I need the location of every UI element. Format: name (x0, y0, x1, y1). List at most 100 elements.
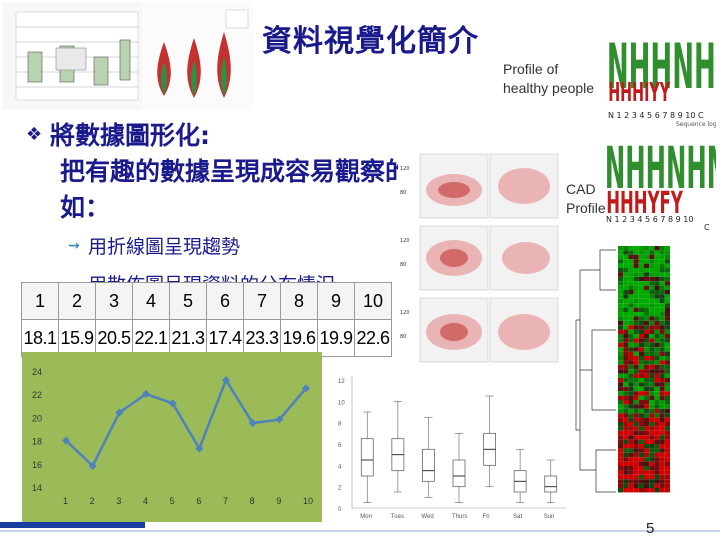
svg-text:HHHIYY: HHHIYY (608, 77, 670, 107)
x-tick-label: 9 (276, 496, 281, 506)
svg-text:120: 120 (400, 310, 410, 316)
table-cell: 19.9 (317, 319, 355, 357)
x-tick-label: 6 (196, 496, 201, 506)
y-tick-label: 12 (338, 379, 345, 385)
cad-caption: CAD Profile (566, 180, 606, 218)
y-tick-label: 22 (32, 390, 42, 400)
box (544, 459, 558, 504)
data-point (62, 436, 70, 445)
x-tick-label: 1 (63, 496, 68, 506)
table-cell: 18.1 (21, 319, 59, 357)
sequence-logo-healthy: NHHNHNM HHHIYY N 1 2 3 4 5 6 7 8 9 10 C (607, 32, 716, 118)
table-cell: 9 (317, 282, 355, 320)
weekday-boxplot: 0 2 4 6 8 10 12 Mon Tues Wed Thurs Fri Sat Sun (326, 370, 572, 520)
data-point (302, 384, 310, 393)
table-cell: 2 (58, 282, 96, 320)
data-point (115, 408, 124, 417)
healthy-caption-line1: Profile of (503, 61, 559, 77)
diamond-bullet-icon: ❖ (26, 124, 43, 145)
box (391, 400, 405, 493)
y-tick-label: 8 (338, 422, 342, 428)
data-point (88, 461, 97, 470)
main-bullet-line3: 如： (60, 193, 111, 222)
table-cell: 23.3 (243, 319, 281, 357)
y-tick-label: 6 (338, 443, 342, 449)
svg-text:120: 120 (400, 238, 410, 244)
box (452, 432, 466, 504)
sub-bullet-icon-1: ⇝ (68, 238, 80, 254)
box (513, 448, 527, 504)
y-tick-label: 4 (338, 464, 342, 470)
svg-text:80: 80 (400, 334, 406, 340)
svg-text:120: 120 (400, 166, 410, 172)
box (422, 416, 435, 498)
footer-line (0, 530, 720, 532)
x-tick-label: Sun (544, 514, 555, 520)
data-point (195, 444, 204, 453)
chart-background (22, 352, 322, 522)
table-cell: 21.3 (169, 319, 207, 357)
page-number: 5 (646, 520, 655, 537)
data-point (275, 415, 284, 424)
table-cell: 1 (21, 282, 59, 320)
density-contour-grid: 120 80 120 80 120 80 (398, 150, 566, 368)
table-cell: 15.9 (58, 319, 96, 357)
data-point (168, 399, 177, 408)
x-tick-label: 4 (143, 496, 148, 506)
y-tick-label: 20 (32, 413, 42, 423)
heatmap-thumbnail (572, 230, 718, 512)
series-line (65, 377, 307, 469)
data-table: 1 2 3 4 5 6 7 8 9 10 18.1 15.9 20.5 22.1… (21, 282, 392, 357)
table-cell: 8 (280, 282, 318, 320)
data-point (142, 390, 150, 399)
table-cell: 10 (354, 282, 392, 320)
svg-text:80: 80 (400, 262, 406, 268)
table-cell: 20.5 (95, 319, 133, 357)
y-tick-label: 24 (32, 367, 42, 377)
x-tick-label: 8 (250, 496, 255, 506)
x-tick-label: Mon (360, 514, 372, 520)
svg-text:N 1 2 3 4 5 6 7 8 9 10: N 1 2 3 4 5 6 7 8 9 10 (606, 215, 693, 224)
data-point (222, 376, 230, 385)
y-tick-label: 0 (338, 507, 342, 513)
x-tick-label: Wed (421, 514, 433, 520)
main-bullet-line1: 將數據圖形化: (50, 121, 210, 150)
svg-text:C: C (704, 223, 710, 230)
table-cell: 17.4 (206, 319, 244, 357)
svg-text:NHHNHMY: NHHNHMY (605, 136, 716, 202)
x-tick-label: 3 (116, 496, 121, 506)
footer-accent-bar (0, 522, 145, 528)
table-cell: 22.1 (132, 319, 170, 357)
data-point (248, 419, 257, 428)
line-chart: 14 16 18 20 22 24 1 2 3 4 5 6 7 8 9 10 (22, 352, 322, 522)
table-header-row: 1 2 3 4 5 6 7 8 9 10 (21, 282, 392, 320)
x-tick-label: 2 (90, 496, 95, 506)
table-values-row: 18.1 15.9 20.5 22.1 21.3 17.4 23.3 19.6 … (21, 319, 392, 357)
cad-caption-line2: Profile (566, 200, 606, 216)
svg-text:Sequence logo: Sequence logo (676, 121, 716, 128)
x-tick-label: 5 (170, 496, 175, 506)
table-cell: 19.6 (280, 319, 318, 357)
sub-bullet-1: 用折線圖呈現趨勢 (88, 236, 241, 258)
table-cell: 22.6 (354, 319, 392, 357)
table-cell: 3 (95, 282, 133, 320)
boxplot-thumbnail (2, 2, 142, 110)
svg-text:HHHYFY: HHHYFY (606, 186, 683, 221)
y-tick-label: 10 (338, 400, 345, 406)
box (360, 411, 374, 504)
svg-text:NHHNHNM: NHHNHNM (607, 32, 716, 104)
table-cell: 7 (243, 282, 281, 320)
svg-text:80: 80 (400, 190, 406, 196)
page-title: 資料視覺化簡介 (262, 24, 479, 59)
y-tick-label: 18 (32, 437, 42, 447)
x-tick-label: 7 (223, 496, 228, 506)
table-cell: 5 (169, 282, 207, 320)
y-tick-label: 2 (338, 486, 342, 492)
x-tick-label: Sat (513, 514, 522, 520)
healthy-caption: Profile of healthy people (503, 60, 594, 98)
box (483, 395, 496, 488)
table-cell: 6 (206, 282, 244, 320)
svg-text:N 1 2 3 4 5 6 7 8 9 10 C: N 1 2 3 4 5 6 7 8 9 10 C (608, 111, 704, 118)
x-tick-label: Tues (391, 514, 404, 520)
x-tick-label: Fri (483, 514, 490, 520)
